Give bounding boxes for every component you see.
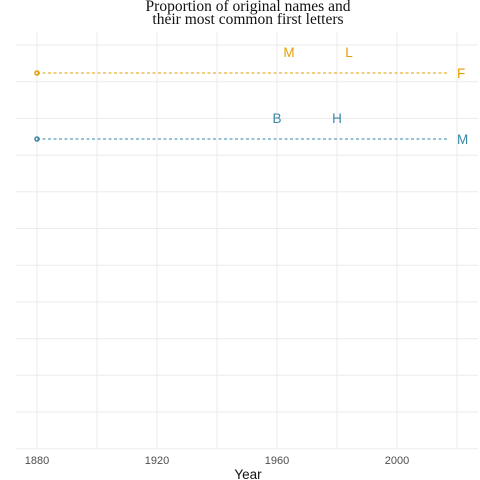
- x-tick-label: 1960: [265, 455, 289, 467]
- x-tick-label: 2000: [385, 455, 409, 467]
- chart-title-line-2: their most common first letters: [152, 11, 344, 28]
- chart-title: Proportion of original names and their m…: [0, 0, 480, 28]
- series-end-label: M: [457, 132, 468, 147]
- top-letter-label: B: [272, 111, 281, 126]
- top-letter-label: M: [283, 45, 294, 60]
- x-axis-ticks: 1880 1920 1960 2000: [25, 455, 409, 467]
- series-group: F M L M B H: [34, 45, 468, 147]
- x-tick-label: 1880: [25, 455, 49, 467]
- top-letter-label: L: [345, 45, 353, 60]
- x-axis-title: Year: [234, 467, 262, 480]
- series-end-label: F: [457, 66, 465, 81]
- top-letter-label: H: [332, 111, 342, 126]
- grid: [16, 32, 478, 450]
- series-start-point: [34, 70, 40, 76]
- x-tick-label: 1920: [145, 455, 169, 467]
- chart-title-line-1: Proportion of original names and: [145, 0, 351, 15]
- series-start-point: [34, 136, 40, 142]
